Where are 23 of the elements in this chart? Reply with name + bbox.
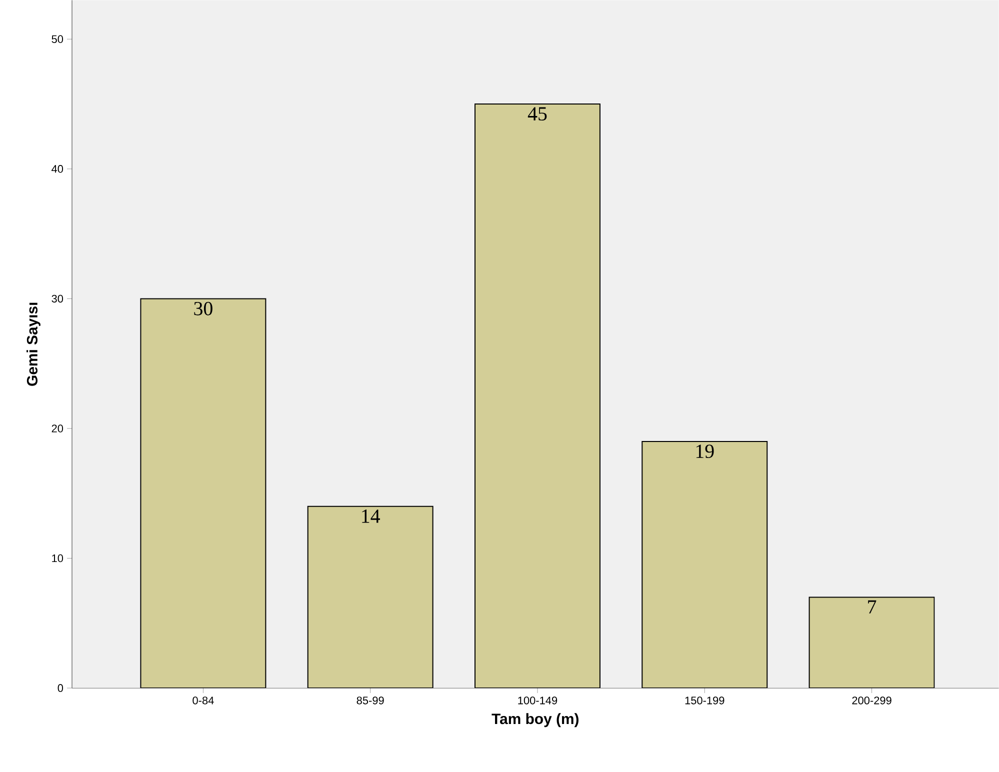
data-label: 14 <box>362 510 380 523</box>
x-tick-label: 0-84 <box>192 696 214 704</box>
bar <box>808 596 935 688</box>
x-tick-label: 200-299 <box>852 696 892 704</box>
y-tick-label: 10 <box>52 554 64 562</box>
y-tick-label: 0 <box>58 684 64 692</box>
y-tick-label: 40 <box>52 165 64 173</box>
bar <box>307 506 434 688</box>
data-label: 30 <box>194 302 212 316</box>
y-axis-title: Gemi Sayısı <box>26 302 40 386</box>
x-tick-label: 85-99 <box>356 696 384 704</box>
x-tick-label: 150-199 <box>685 696 724 704</box>
x-axis-title: Tam boy (m) <box>492 713 578 728</box>
data-label: 7 <box>868 600 876 614</box>
data-label: 19 <box>696 444 714 458</box>
y-tick-label: 30 <box>52 294 64 303</box>
x-tick-label: 100-149 <box>518 696 558 704</box>
bar <box>642 440 768 688</box>
y-tick-label: 50 <box>52 35 64 43</box>
bar <box>140 298 266 688</box>
bar <box>474 104 600 688</box>
data-label: 45 <box>528 107 547 120</box>
y-tick-label: 20 <box>52 424 64 432</box>
